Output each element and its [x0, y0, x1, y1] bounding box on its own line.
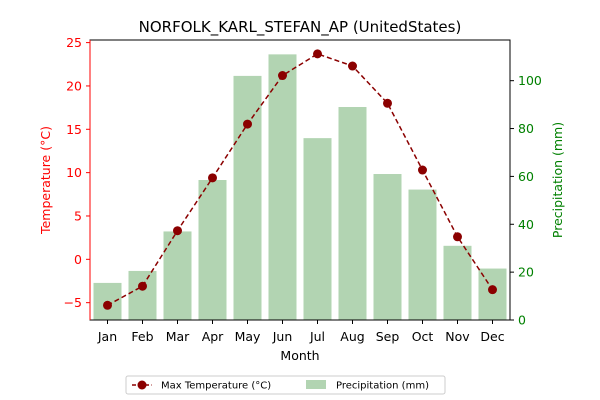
legend: Max Temperature (°C) Precipitation (mm): [125, 375, 446, 395]
temperature-point-apr: [208, 173, 217, 183]
legend-bar-swatch: [306, 380, 326, 389]
precip-bar-jul: [303, 138, 332, 320]
right-tick-label: 20: [518, 265, 534, 280]
x-axis-label: Month: [280, 348, 319, 363]
x-tick-label: Jul: [309, 329, 325, 344]
left-tick-label: 10: [66, 165, 82, 180]
line-layer: [103, 49, 497, 310]
left-tick-label: 15: [66, 122, 82, 137]
left-axis-label: Temperature (°C): [38, 126, 53, 235]
right-tick-label: 80: [518, 121, 534, 136]
precip-bar-may: [233, 75, 262, 321]
temperature-point-jul: [313, 49, 322, 59]
axes-layer: Jan Feb Mar Apr May Jun Jul Aug Sep Oct Nov Dec −5 0 5…: [64, 35, 542, 344]
left-tick-label: 0: [74, 252, 82, 267]
temperature-point-aug: [348, 61, 357, 71]
x-tick-label: May: [235, 329, 261, 344]
temperature-point-oct: [418, 165, 427, 175]
x-tick-label: Sep: [376, 329, 400, 344]
precip-bar-dec: [478, 268, 507, 320]
right-tick-label: 60: [518, 169, 534, 184]
temperature-point-jun: [278, 71, 287, 81]
right-tick-label: 100: [518, 73, 542, 88]
x-tick-label: Jan: [97, 329, 117, 344]
x-tick-label: Nov: [445, 329, 470, 344]
left-tick-label: −5: [64, 295, 82, 310]
precip-bar-jun: [268, 54, 297, 320]
left-tick-label: 25: [66, 35, 82, 50]
legend-label-temperature: Max Temperature (°C): [161, 381, 271, 392]
right-tick-label: 0: [518, 313, 526, 328]
x-tick-label: Apr: [202, 329, 224, 344]
temperature-point-feb: [138, 281, 147, 291]
legend-marker-swatch: [137, 380, 147, 390]
temperature-point-nov: [453, 232, 462, 242]
temperature-line: [107, 53, 494, 306]
x-tick-label: Aug: [340, 329, 364, 344]
precip-bar-mar: [163, 231, 192, 320]
x-tick-label: Dec: [480, 329, 504, 344]
x-tick-label: Feb: [131, 329, 153, 344]
right-tick-label: 40: [518, 217, 534, 232]
temperature-point-mar: [173, 226, 182, 236]
precip-bar-sep: [373, 174, 402, 320]
temperature-point-jan: [103, 300, 112, 310]
left-tick-label: 20: [66, 78, 82, 93]
temperature-point-sep: [383, 98, 392, 108]
precip-bar-oct: [408, 189, 437, 320]
x-tick-label: Oct: [412, 329, 434, 344]
precip-bar-feb: [128, 270, 157, 320]
chart-title: NORFOLK_KARL_STEFAN_AP (UnitedStates): [139, 18, 462, 37]
legend-label-precipitation: Precipitation (mm): [336, 381, 429, 392]
x-tick-label: Mar: [166, 329, 190, 344]
precip-bar-aug: [338, 107, 367, 320]
temperature-point-may: [243, 119, 252, 129]
right-axis-label: Precipitation (mm): [550, 122, 565, 238]
bars-layer: [93, 54, 507, 321]
left-tick-label: 5: [74, 208, 82, 223]
legend-frame: [125, 375, 446, 395]
precip-bar-apr: [198, 180, 227, 320]
precip-bar-nov: [443, 245, 472, 320]
temperature-point-dec: [488, 285, 497, 295]
x-tick-label: Jun: [272, 329, 293, 344]
